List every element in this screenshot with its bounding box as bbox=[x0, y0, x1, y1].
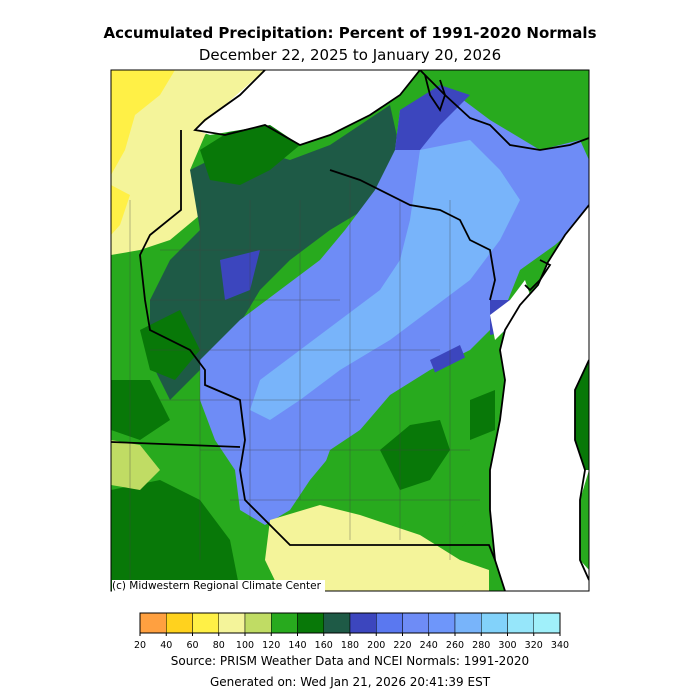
lake-superior bbox=[195, 70, 420, 145]
colorbar-swatch bbox=[323, 612, 351, 634]
very-dry-northwest bbox=[111, 70, 175, 235]
colorbar-tick-label: 240 bbox=[420, 640, 438, 651]
map-subtitle: December 22, 2025 to January 20, 2026 bbox=[198, 46, 502, 64]
source-label: Source: PRISM Weather Data and NCEI Norm… bbox=[170, 654, 530, 668]
colorbar-swatch bbox=[481, 612, 508, 634]
colorbar-tick-label: 340 bbox=[551, 640, 569, 651]
colorbar-tick-label: 120 bbox=[262, 640, 280, 651]
pale-west bbox=[111, 440, 160, 490]
colorbar: 20 40 60 80 100 120 140 160 180 200 220 240 260 280 30… bbox=[134, 612, 569, 651]
colorbar-swatch bbox=[166, 612, 193, 634]
colorbar-swatch bbox=[349, 612, 377, 634]
colorbar-swatch bbox=[271, 612, 298, 634]
colorbar-tick-label: 200 bbox=[367, 640, 385, 651]
keweenaw-coast bbox=[424, 74, 446, 113]
colorbar-swatch bbox=[139, 612, 167, 634]
colorbar-tick-label: 60 bbox=[186, 640, 198, 651]
colorbar-swatch bbox=[454, 612, 482, 634]
dark-green-southeast bbox=[380, 390, 495, 490]
colorbar-tick-label: 180 bbox=[341, 640, 359, 651]
michigan-upper-coast bbox=[419, 70, 589, 151]
colorbar-tick-label: 80 bbox=[213, 640, 225, 651]
colorbar-swatch bbox=[402, 612, 429, 634]
colorbar-tick-label: 300 bbox=[498, 640, 516, 651]
colorbar-swatch bbox=[218, 612, 246, 634]
colorbar-tick-label: 100 bbox=[236, 640, 254, 651]
dry-region-northwest bbox=[111, 70, 265, 255]
colorbar-tick-label: 140 bbox=[288, 640, 306, 651]
map-frame bbox=[110, 69, 590, 592]
colorbar-swatch bbox=[244, 612, 272, 634]
lake-michigan bbox=[490, 205, 589, 591]
credit-label: (c) Midwestern Regional Climate Center bbox=[112, 580, 325, 593]
michigan-east-green bbox=[575, 360, 589, 470]
colorbar-swatch bbox=[533, 612, 561, 634]
colorbar-swatch bbox=[297, 612, 324, 634]
map-title: Accumulated Precipitation: Percent of 19… bbox=[103, 24, 597, 42]
county-borders bbox=[129, 180, 480, 591]
colorbar-swatch bbox=[192, 612, 219, 634]
michigan-east-south bbox=[580, 470, 589, 570]
colorbar-swatch bbox=[507, 612, 534, 634]
colorbar-tick-label: 160 bbox=[315, 640, 333, 651]
colorbar-tick-label: 220 bbox=[393, 640, 411, 651]
green-mid-west bbox=[111, 120, 300, 440]
dry-region-south bbox=[265, 505, 489, 591]
colorbar-swatch bbox=[376, 612, 403, 634]
colorbar-tick-label: 20 bbox=[134, 640, 146, 651]
generated-label: Generated on: Wed Jan 21, 2026 20:41:39 … bbox=[209, 675, 491, 689]
green-bay-water bbox=[490, 280, 530, 340]
state-borders bbox=[111, 70, 589, 591]
colorbar-swatch bbox=[428, 612, 456, 634]
green-southwest bbox=[111, 480, 240, 591]
colorbar-tick-label: 40 bbox=[160, 640, 172, 651]
colorbar-tick-label: 320 bbox=[525, 640, 543, 651]
colorbar-tick-label: 280 bbox=[472, 640, 490, 651]
colorbar-tick-label: 260 bbox=[446, 640, 464, 651]
